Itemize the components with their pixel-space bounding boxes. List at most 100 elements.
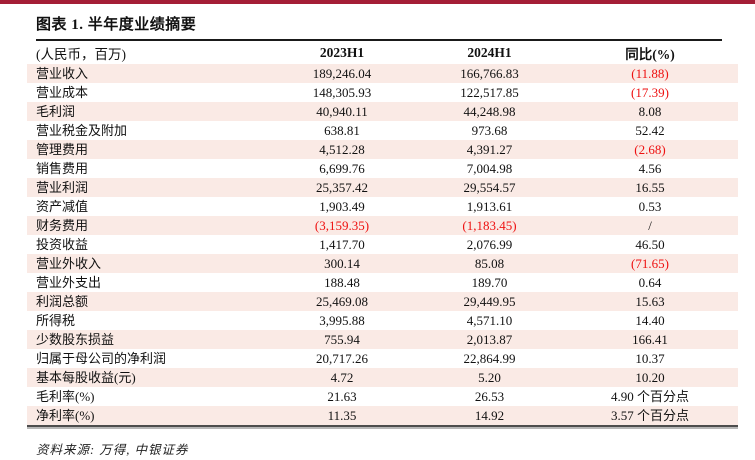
value-yoy: 0.64 bbox=[638, 275, 662, 290]
title-divider bbox=[36, 39, 722, 41]
source-attribution: 资料来源: 万得, 中银证券 bbox=[36, 443, 189, 457]
row-label: 毛利润 bbox=[36, 104, 76, 119]
row-label: 归属于母公司的净利润 bbox=[36, 351, 167, 366]
table-row: 归属于母公司的净利润 20,717.26 22,864.99 10.37 bbox=[27, 349, 738, 368]
value-yoy: / bbox=[648, 218, 652, 233]
value-yoy: 8.08 bbox=[638, 104, 662, 119]
row-label: 销售费用 bbox=[36, 161, 89, 176]
row-label: 毛利率(%) bbox=[36, 389, 95, 404]
value-2023h1: 6,699.76 bbox=[319, 161, 365, 176]
table-bottom-rule bbox=[27, 425, 738, 427]
value-2023h1: 11.35 bbox=[327, 408, 357, 423]
value-yoy: 14.40 bbox=[635, 313, 665, 328]
row-label: 财务费用 bbox=[36, 218, 89, 233]
row-label: 营业外支出 bbox=[36, 275, 102, 290]
row-label: 利润总额 bbox=[36, 294, 89, 309]
table-row: 营业成本 148,305.93 122,517.85 (17.39) bbox=[27, 83, 738, 102]
value-2023h1: 148,305.93 bbox=[312, 85, 372, 100]
table-row: 财务费用 (3,159.35) (1,183.45) / bbox=[27, 216, 738, 235]
table-row: 销售费用 6,699.76 7,004.98 4.56 bbox=[27, 159, 738, 178]
table-body: 营业收入 189,246.04 166,766.83 (11.88) 营业成本 148,3… bbox=[27, 64, 738, 425]
value-2023h1: (3,159.35) bbox=[314, 218, 370, 233]
value-2023h1: 638.81 bbox=[324, 123, 360, 138]
table-row: 基本每股收益(元) 4.72 5.20 10.20 bbox=[27, 368, 738, 387]
value-yoy: 15.63 bbox=[635, 294, 665, 309]
performance-table: (人民币，百万) 2023H1 2024H1 同比(%) 营业收入 189,246… bbox=[27, 41, 738, 425]
value-2024h1: 4,391.27 bbox=[466, 142, 513, 157]
value-2023h1: 189,246.04 bbox=[312, 66, 372, 81]
value-2024h1: 85.08 bbox=[474, 256, 505, 271]
value-2023h1: 21.63 bbox=[327, 389, 357, 404]
value-2024h1: 29,449.95 bbox=[463, 294, 516, 309]
figure-container: 图表 1. 半年度业绩摘要 (人民币，百万) 2023H1 2024H1 同比(… bbox=[0, 4, 755, 458]
value-2024h1: (1,183.45) bbox=[462, 218, 517, 233]
row-label: 管理费用 bbox=[36, 142, 89, 157]
value-2023h1: 4,512.28 bbox=[319, 142, 365, 157]
value-2024h1: 166,766.83 bbox=[460, 66, 519, 81]
value-2023h1: 20,717.26 bbox=[316, 351, 368, 366]
value-2023h1: 3,995.88 bbox=[319, 313, 365, 328]
value-2023h1: 300.14 bbox=[324, 256, 360, 271]
value-2024h1: 44,248.98 bbox=[463, 104, 516, 119]
table-row: 毛利率(%) 21.63 26.53 4.90 个百分点 bbox=[27, 387, 738, 406]
value-2024h1: 122,517.85 bbox=[460, 85, 519, 100]
table-row: 投资收益 1,417.70 2,076.99 46.50 bbox=[27, 235, 738, 254]
table-row: 营业外收入 300.14 85.08 (71.65) bbox=[27, 254, 738, 273]
table-row: 资产减值 1,903.49 1,913.61 0.53 bbox=[27, 197, 738, 216]
row-label: 净利率(%) bbox=[36, 408, 95, 423]
col-header-2023h1: 2023H1 bbox=[319, 44, 365, 60]
value-yoy: 3.57 个百分点 bbox=[610, 408, 689, 423]
col-header-unit: (人民币，百万) bbox=[36, 46, 126, 62]
table-header-row: (人民币，百万) 2023H1 2024H1 同比(%) bbox=[27, 41, 738, 64]
value-yoy: 52.42 bbox=[635, 123, 665, 138]
value-yoy: 4.90 个百分点 bbox=[610, 389, 689, 404]
value-2023h1: 755.94 bbox=[324, 332, 360, 347]
value-yoy: 4.56 bbox=[638, 161, 662, 176]
value-2024h1: 5.20 bbox=[478, 370, 501, 385]
value-2024h1: 7,004.98 bbox=[466, 161, 513, 176]
table-row: 利润总额 25,469.08 29,449.95 15.63 bbox=[27, 292, 738, 311]
value-2023h1: 1,903.49 bbox=[319, 199, 365, 214]
value-2024h1: 22,864.99 bbox=[463, 351, 516, 366]
value-yoy: (2.68) bbox=[634, 142, 666, 157]
table-row: 所得税 3,995.88 4,571.10 14.40 bbox=[27, 311, 738, 330]
row-label: 营业收入 bbox=[36, 66, 89, 81]
row-label: 营业利润 bbox=[36, 180, 89, 195]
value-2023h1: 4.72 bbox=[330, 370, 354, 385]
value-2024h1: 2,076.99 bbox=[466, 237, 513, 252]
value-2024h1: 29,554.57 bbox=[463, 180, 516, 195]
value-2024h1: 4,571.10 bbox=[466, 313, 513, 328]
row-label: 资产减值 bbox=[36, 199, 89, 214]
row-label: 所得税 bbox=[36, 313, 76, 328]
table-row: 管理费用 4,512.28 4,391.27 (2.68) bbox=[27, 140, 738, 159]
table-row: 营业收入 189,246.04 166,766.83 (11.88) bbox=[27, 64, 738, 83]
row-label: 少数股东损益 bbox=[36, 332, 115, 347]
value-yoy: 10.37 bbox=[635, 351, 665, 366]
value-yoy: 0.53 bbox=[638, 199, 662, 214]
value-yoy: 46.50 bbox=[635, 237, 665, 252]
table-row: 毛利润 40,940.11 44,248.98 8.08 bbox=[27, 102, 738, 121]
table-row: 净利率(%) 11.35 14.92 3.57 个百分点 bbox=[27, 406, 738, 425]
value-2024h1: 2,013.87 bbox=[466, 332, 513, 347]
row-label: 营业税金及附加 bbox=[36, 123, 128, 138]
row-label: 投资收益 bbox=[36, 237, 89, 252]
value-yoy: (71.65) bbox=[631, 256, 669, 271]
table-row: 营业利润 25,357.42 29,554.57 16.55 bbox=[27, 178, 738, 197]
table-bottom-rule-shadow bbox=[27, 427, 738, 429]
value-yoy: (17.39) bbox=[631, 85, 669, 100]
value-2024h1: 189.70 bbox=[471, 275, 508, 290]
row-label: 营业成本 bbox=[36, 85, 89, 100]
top-accent-bar bbox=[0, 0, 755, 4]
value-2023h1: 25,357.42 bbox=[316, 180, 368, 195]
col-header-2024h1: 2024H1 bbox=[467, 44, 512, 60]
value-2023h1: 188.48 bbox=[324, 275, 360, 290]
value-yoy: 10.20 bbox=[635, 370, 665, 385]
value-2024h1: 26.53 bbox=[474, 389, 505, 404]
value-yoy: 16.55 bbox=[635, 180, 665, 195]
value-yoy: (11.88) bbox=[631, 66, 669, 81]
table-row: 营业外支出 188.48 189.70 0.64 bbox=[27, 273, 738, 292]
value-yoy: 166.41 bbox=[632, 332, 668, 347]
col-header-yoy: 同比(%) bbox=[625, 46, 675, 62]
value-2024h1: 14.92 bbox=[474, 408, 505, 423]
value-2023h1: 40,940.11 bbox=[316, 104, 368, 119]
